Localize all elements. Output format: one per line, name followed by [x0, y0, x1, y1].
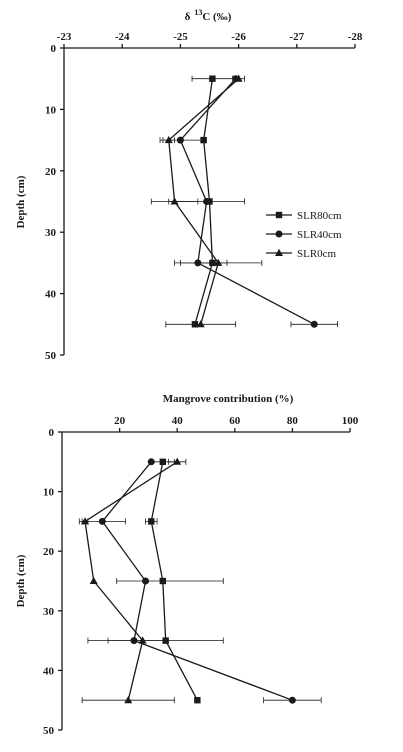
chart2-y-tick-label: 50 [43, 725, 55, 737]
chart1-point-slr0cm [164, 135, 173, 144]
chart2-point-slr80cm [148, 518, 155, 525]
chart1-y-tick-label: 40 [45, 289, 57, 301]
chart1-point-slr0cm [214, 258, 223, 266]
chart2-point-slr40cm [98, 517, 106, 525]
legend-marker-triangle [275, 248, 283, 256]
chart1-x-tick-label: -27 [289, 31, 304, 43]
chart-mangrove-contribution: Mangrove contribution (%) Depth (cm) 20 4… [15, 393, 359, 737]
chart2-point-slr80cm [162, 637, 169, 644]
chart2-point-slr0cm [89, 576, 98, 584]
chart2-x-tick-label: 60 [229, 415, 241, 427]
chart1-x-tick-label: -26 [231, 31, 246, 43]
legend-marker-square [275, 211, 283, 219]
chart1-y-axis-title: Depth (cm) [15, 175, 27, 228]
chart1-x-tick-label: -25 [173, 31, 188, 43]
legend-label: SLR0cm [297, 248, 337, 260]
chart1-point-slr40cm [194, 259, 202, 267]
legend-item-slr80cm: SLR80cm [266, 210, 342, 222]
chart2-y-tick-label: 0 [49, 427, 55, 439]
chart1-x-axis-title: δ 13C (‰) [185, 8, 232, 23]
chart1-y-tick-label: 50 [45, 350, 57, 362]
chart2-y-tick-label: 30 [43, 606, 55, 618]
chart1-point-slr40cm [310, 320, 318, 328]
legend-label: SLR40cm [297, 229, 342, 241]
chart1-point-slr80cm [209, 259, 216, 267]
chart1-point-slr0cm [196, 320, 205, 328]
chart1-x-tick-label: -23 [57, 31, 72, 43]
chart1-x-tick-label: -28 [348, 31, 363, 43]
legend-marker-circle [275, 230, 283, 238]
legend-item-slr40cm: SLR40cm [266, 229, 342, 241]
chart2-error-bar [116, 578, 224, 584]
chart1-y-tick-label: 0 [51, 43, 57, 55]
chart2-point-slr80cm [159, 577, 166, 585]
chart2-y-tick-label: 40 [43, 665, 55, 677]
chart1-x-tick-label: -24 [115, 31, 130, 43]
chart2-point-slr0cm [124, 696, 133, 704]
chart2-point-slr40cm [288, 696, 296, 704]
chart2-x-axis-title: Mangrove contribution (%) [163, 393, 294, 405]
chart2-point-slr40cm [142, 577, 150, 585]
legend-label: SLR80cm [297, 210, 342, 222]
chart2-x-tick-label: 20 [114, 415, 126, 427]
chart2-x-tick-label: 40 [172, 415, 184, 427]
chart1-point-slr0cm [234, 74, 243, 82]
chart1-point-slr40cm [203, 198, 211, 205]
chart2-point-slr40cm [130, 637, 138, 645]
chart2-point-slr80cm [194, 697, 201, 704]
chart2-x-tick-label: 100 [342, 415, 359, 427]
legend-item-slr0cm: SLR0cm [266, 248, 337, 260]
chart1-legend: SLR80cm SLR40cm SLR0cm [266, 210, 342, 260]
chart2-point-slr80cm [159, 458, 166, 465]
chart1-y-tick-label: 10 [45, 104, 57, 116]
chart1-y-tick-label: 20 [45, 166, 57, 178]
chart2-y-tick-label: 20 [43, 546, 55, 558]
chart2-x-tick-label: 80 [287, 415, 299, 427]
chart1-point-slr80cm [191, 321, 199, 328]
chart1-point-slr80cm [200, 136, 207, 144]
chart2-y-tick-label: 10 [43, 487, 55, 499]
chart2-point-slr0cm [81, 517, 90, 525]
chart1-point-slr40cm [176, 136, 184, 144]
chart2-y-axis-title: Depth (cm) [15, 554, 27, 607]
chart2-point-slr0cm [138, 636, 147, 644]
chart1-point-slr0cm [170, 197, 179, 205]
chart1-y-tick-label: 30 [45, 227, 57, 239]
chart-delta13c: δ 13C (‰) Depth (cm) -23 -24 -25 -26 -27 -28 0… [15, 8, 363, 362]
chart1-point-slr80cm [209, 75, 216, 82]
chart2-point-slr0cm [173, 457, 182, 465]
chart2-point-slr40cm [147, 458, 155, 466]
